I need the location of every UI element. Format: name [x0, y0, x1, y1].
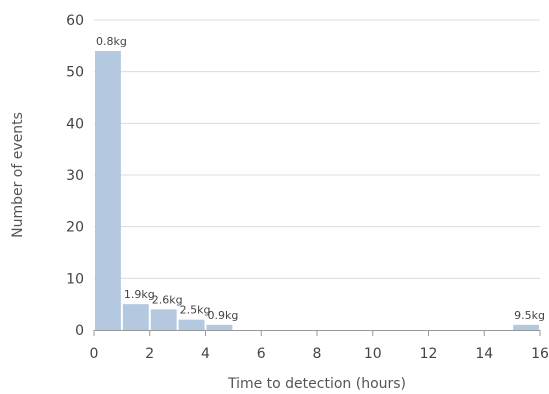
bar-label-5: 9.5kg	[514, 309, 545, 322]
bar-label-3: 2.5kg	[180, 304, 211, 317]
x-tick-label: 8	[313, 346, 322, 362]
x-tick-label: 6	[257, 346, 266, 362]
x-tick-label: 4	[201, 346, 210, 362]
gridlines	[94, 19, 540, 279]
x-tick-label: 10	[364, 346, 382, 362]
bar-label-4: 0.9kg	[208, 309, 239, 322]
y-tick-label: 0	[75, 323, 84, 339]
y-tick-label: 40	[66, 116, 84, 132]
bar-5	[513, 324, 539, 330]
x-tick-label: 2	[145, 346, 154, 362]
bar-0	[95, 51, 121, 330]
y-tick-label: 30	[66, 168, 84, 184]
bar-label-2: 2.6kg	[152, 293, 183, 306]
y-tick-label: 10	[66, 271, 84, 287]
bar-label-1: 1.9kg	[124, 288, 155, 301]
y-tick-label: 20	[66, 220, 84, 236]
ticks: 0 10 20 30 40 50 60 0 2 4 6 8 10 12 14 16	[66, 13, 549, 362]
bar-2	[150, 309, 177, 330]
bar-1	[122, 304, 149, 330]
x-axis-title: Time to detection (hours)	[227, 376, 406, 392]
x-tick-label: 14	[475, 346, 493, 362]
bar-label-0: 0.8kg	[96, 35, 127, 48]
bar-4	[206, 324, 233, 330]
bars	[95, 51, 539, 330]
x-tick-label: 16	[531, 346, 549, 362]
y-axis-title: Number of events	[10, 112, 26, 238]
bar-3	[178, 319, 205, 330]
y-tick-label: 50	[66, 65, 84, 81]
y-tick-label: 60	[66, 13, 84, 29]
x-tick-label: 12	[420, 346, 438, 362]
x-tick-label: 0	[90, 346, 99, 362]
